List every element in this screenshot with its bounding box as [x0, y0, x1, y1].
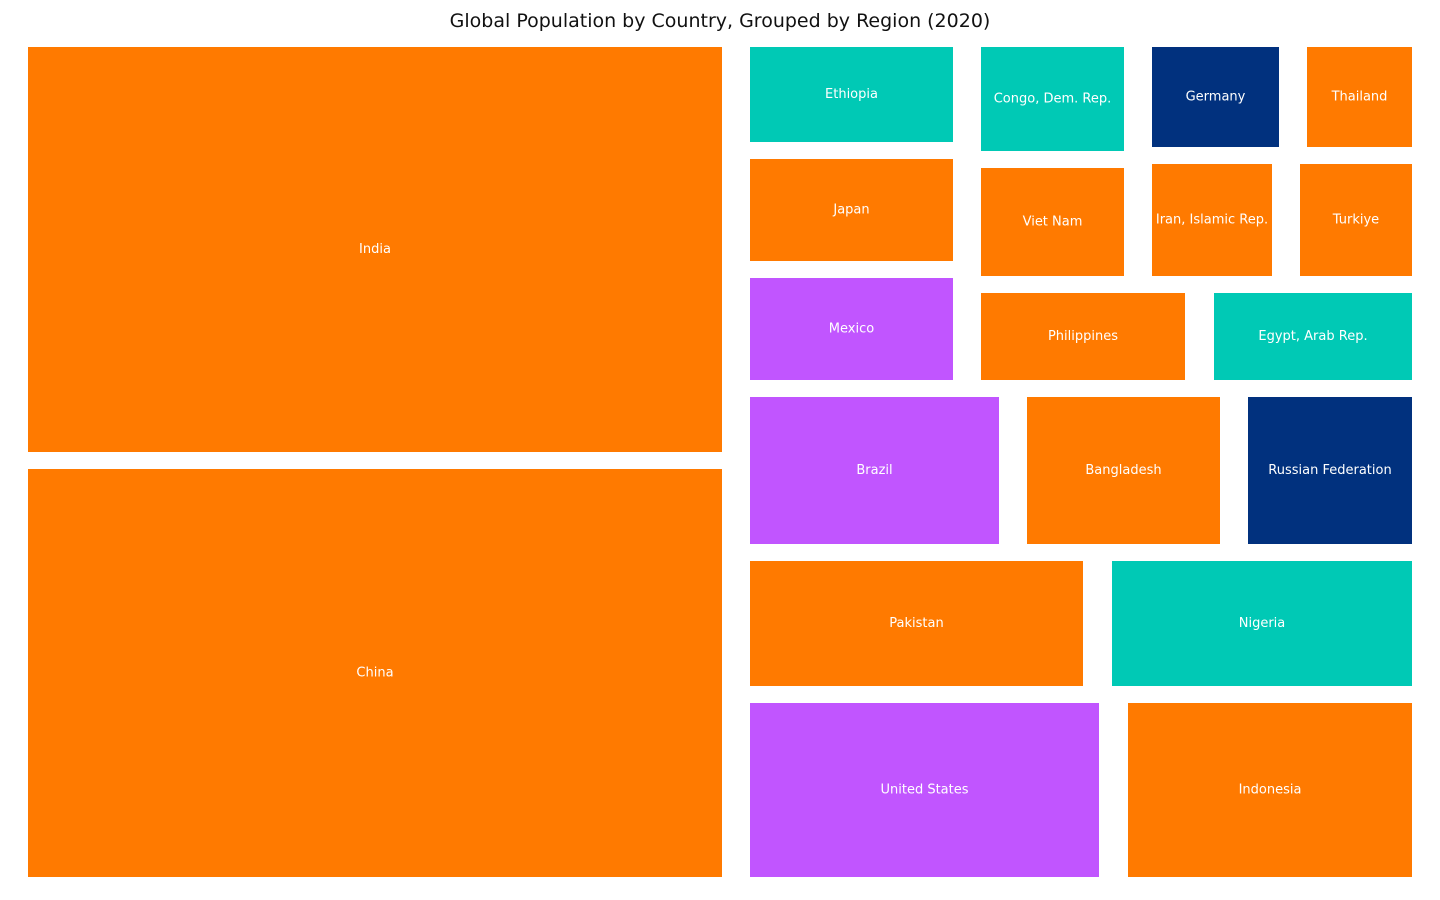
treemap-label-india: India [359, 242, 391, 257]
treemap-rect-japan[interactable] [750, 159, 953, 261]
treemap-tile-india[interactable]: India [28, 47, 722, 452]
treemap-rect-thailand[interactable] [1307, 47, 1412, 147]
treemap-label-philippines: Philippines [1048, 329, 1118, 344]
treemap-tile-viet-nam[interactable]: Viet Nam [981, 168, 1124, 276]
treemap-rect-united-states[interactable] [750, 703, 1099, 877]
treemap-tile-germany[interactable]: Germany [1152, 47, 1279, 147]
treemap-tile-ethiopia[interactable]: Ethiopia [750, 47, 953, 142]
treemap-tile-indonesia[interactable]: Indonesia [1128, 703, 1412, 877]
treemap-tile-united-states[interactable]: United States [750, 703, 1099, 877]
treemap-rect-brazil[interactable] [750, 397, 999, 544]
treemap-rect-egypt-arab-rep[interactable] [1214, 293, 1412, 380]
treemap-rect-india[interactable] [28, 47, 722, 452]
treemap-rect-congo-dem-rep[interactable] [981, 47, 1124, 151]
treemap-rect-mexico[interactable] [750, 278, 953, 380]
treemap-label-thailand: Thailand [1331, 90, 1388, 105]
treemap-rect-bangladesh[interactable] [1027, 397, 1220, 544]
treemap-label-united-states: United States [880, 783, 968, 798]
treemap-tile-japan[interactable]: Japan [750, 159, 953, 261]
treemap-label-china: China [356, 666, 393, 681]
treemap-rect-china[interactable] [28, 469, 722, 877]
treemap-tile-pakistan[interactable]: Pakistan [750, 561, 1083, 686]
treemap-rect-russian-federation[interactable] [1248, 397, 1412, 544]
treemap-label-mexico: Mexico [829, 322, 874, 337]
treemap-label-congo-dem-rep: Congo, Dem. Rep. [994, 92, 1112, 107]
treemap-label-germany: Germany [1186, 90, 1246, 105]
treemap-label-russian-federation: Russian Federation [1268, 463, 1391, 478]
treemap-tile-china[interactable]: China [28, 469, 722, 877]
treemap-tile-congo-dem-rep[interactable]: Congo, Dem. Rep. [981, 47, 1124, 151]
treemap-label-turkiye: Turkiye [1332, 213, 1379, 228]
treemap-tile-thailand[interactable]: Thailand [1307, 47, 1412, 147]
treemap-rect-iran-islamic-rep[interactable] [1152, 164, 1272, 276]
treemap-rect-germany[interactable] [1152, 47, 1279, 147]
treemap-tile-nigeria[interactable]: Nigeria [1112, 561, 1412, 686]
treemap-label-ethiopia: Ethiopia [825, 87, 878, 102]
treemap-tile-bangladesh[interactable]: Bangladesh [1027, 397, 1220, 544]
treemap-label-brazil: Brazil [856, 463, 892, 478]
treemap-label-japan: Japan [832, 203, 869, 218]
treemap-tile-egypt-arab-rep[interactable]: Egypt, Arab Rep. [1214, 293, 1412, 380]
treemap-label-iran-islamic-rep: Iran, Islamic Rep. [1156, 213, 1268, 228]
treemap-tile-brazil[interactable]: Brazil [750, 397, 999, 544]
treemap-tile-russian-federation[interactable]: Russian Federation [1248, 397, 1412, 544]
treemap-rect-turkiye[interactable] [1300, 164, 1412, 276]
chart-title: Global Population by Country, Grouped by… [449, 10, 991, 32]
treemap-rect-indonesia[interactable] [1128, 703, 1412, 877]
treemap-label-indonesia: Indonesia [1239, 783, 1302, 798]
treemap-label-viet-nam: Viet Nam [1023, 215, 1083, 230]
treemap-rect-philippines[interactable] [981, 293, 1185, 380]
treemap-rect-nigeria[interactable] [1112, 561, 1412, 686]
treemap-tile-mexico[interactable]: Mexico [750, 278, 953, 380]
treemap-label-egypt-arab-rep: Egypt, Arab Rep. [1258, 329, 1367, 344]
treemap-label-pakistan: Pakistan [889, 616, 943, 631]
treemap-tile-turkiye[interactable]: Turkiye [1300, 164, 1412, 276]
treemap-rect-pakistan[interactable] [750, 561, 1083, 686]
treemap-label-bangladesh: Bangladesh [1085, 463, 1161, 478]
treemap-label-nigeria: Nigeria [1239, 616, 1286, 631]
treemap-rect-viet-nam[interactable] [981, 168, 1124, 276]
treemap-tile-iran-islamic-rep[interactable]: Iran, Islamic Rep. [1152, 164, 1272, 276]
treemap-tile-philippines[interactable]: Philippines [981, 293, 1185, 380]
treemap-rect-ethiopia[interactable] [750, 47, 953, 142]
